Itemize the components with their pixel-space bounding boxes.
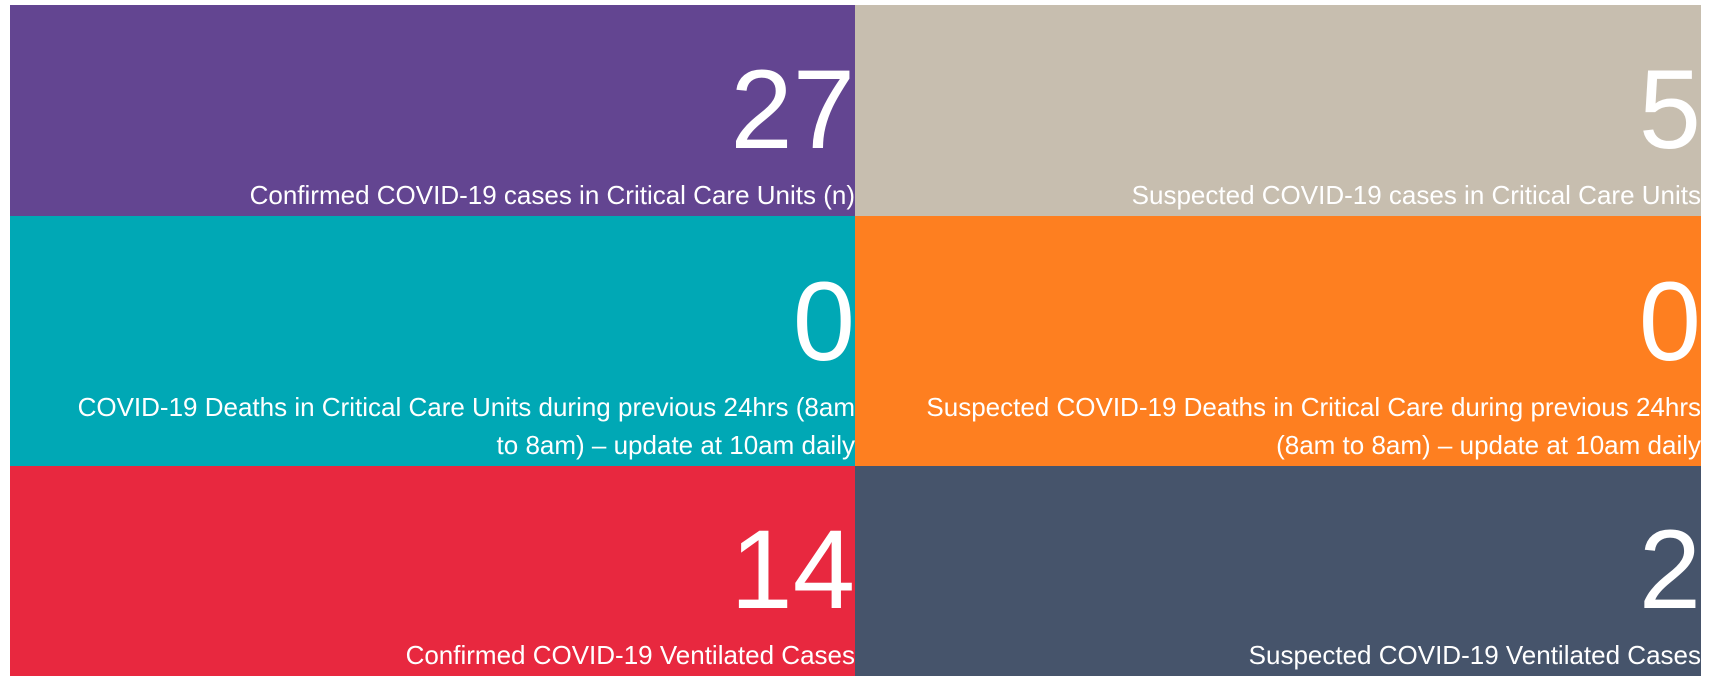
kpi-grid: 27 Confirmed COVID-19 cases in Critical C… [10, 5, 1701, 676]
kpi-label: Confirmed COVID-19 Ventilated Cases [405, 640, 855, 670]
kpi-label: Suspected COVID-19 Deaths in Critical Ca… [926, 392, 1701, 460]
kpi-value: 27 [730, 47, 855, 172]
kpi-value: 5 [1638, 47, 1701, 172]
kpi-label: Suspected COVID-19 cases in Critical Car… [1131, 180, 1701, 210]
kpi-tile: 0 Suspected COVID-19 Deaths in Critical C… [855, 216, 1701, 466]
kpi-tile: 14 Confirmed COVID-19 Ventilated Cases [10, 466, 855, 676]
kpi-label: Suspected COVID-19 Ventilated Cases [1248, 640, 1701, 670]
kpi-label: COVID-19 Deaths in Critical Care Units d… [77, 392, 855, 460]
kpi-tile: 5 Suspected COVID-19 cases in Critical Ca… [855, 5, 1701, 216]
kpi-tile: 0 COVID-19 Deaths in Critical Care Units … [10, 216, 855, 466]
kpi-label: Confirmed COVID-19 cases in Critical Car… [249, 180, 855, 210]
kpi-value: 0 [1638, 259, 1701, 384]
kpi-tile: 27 Confirmed COVID-19 cases in Critical C… [10, 5, 855, 216]
kpi-value: 0 [792, 259, 855, 384]
kpi-value: 14 [730, 507, 855, 632]
kpi-tile: 2 Suspected COVID-19 Ventilated Cases [855, 466, 1701, 676]
kpi-value: 2 [1638, 507, 1701, 632]
